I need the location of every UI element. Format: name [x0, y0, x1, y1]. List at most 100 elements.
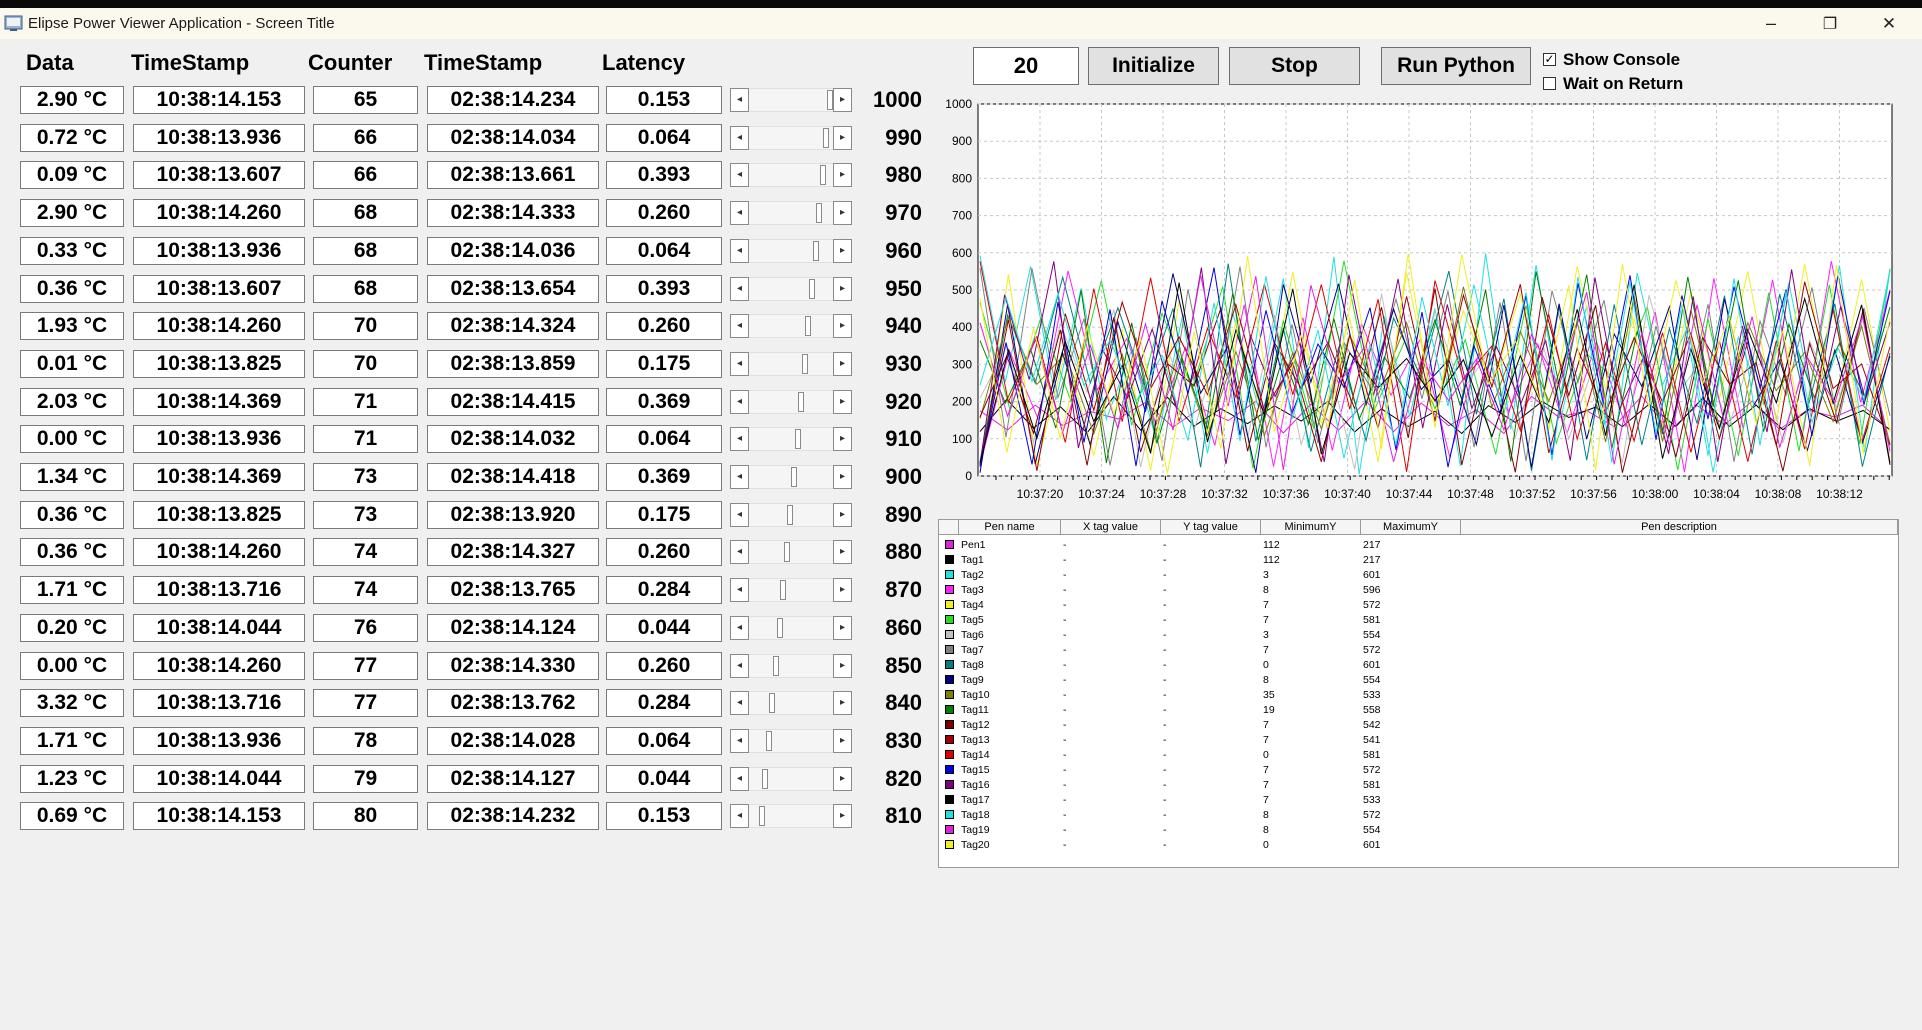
timestamp-cell[interactable]: 02:38:14.036 — [427, 236, 599, 265]
timestamp-cell[interactable]: 02:38:14.127 — [427, 764, 599, 793]
counter-cell[interactable]: 74 — [313, 576, 418, 605]
value-scrollbar[interactable]: ◂ ▸ — [730, 691, 852, 716]
timestamp-cell[interactable]: 10:38:13.936 — [133, 425, 305, 454]
timestamp-cell[interactable]: 02:38:13.920 — [427, 500, 599, 529]
data-cell[interactable]: 0.72 °C — [20, 123, 124, 152]
timestamp-cell[interactable]: 02:38:14.418 — [427, 463, 599, 491]
scroll-track[interactable] — [749, 389, 833, 414]
scroll-track[interactable] — [749, 125, 833, 150]
scroll-thumb[interactable] — [766, 730, 772, 751]
data-cell[interactable]: 1.71 °C — [20, 576, 124, 605]
counter-cell[interactable]: 80 — [313, 802, 418, 831]
data-cell[interactable]: 2.90 °C — [20, 86, 124, 114]
timestamp-cell[interactable]: 10:38:13.716 — [133, 689, 305, 718]
scroll-thumb[interactable] — [777, 617, 783, 638]
scroll-left-icon[interactable]: ◂ — [730, 728, 749, 753]
restore-icon[interactable]: ❐ — [1822, 15, 1838, 33]
counter-cell[interactable]: 73 — [313, 500, 418, 529]
counter-cell[interactable]: 73 — [313, 463, 418, 491]
legend-column-header[interactable]: Y tag value — [1161, 520, 1261, 535]
timestamp-cell[interactable]: 10:38:14.044 — [133, 764, 305, 793]
latency-cell[interactable]: 0.369 — [606, 463, 722, 491]
scroll-right-icon[interactable]: ▸ — [833, 163, 852, 188]
value-scrollbar[interactable]: ◂ ▸ — [730, 163, 852, 188]
counter-cell[interactable]: 70 — [313, 312, 418, 341]
scroll-right-icon[interactable]: ▸ — [833, 125, 852, 150]
scroll-left-icon[interactable]: ◂ — [730, 691, 749, 716]
scroll-right-icon[interactable]: ▸ — [833, 766, 852, 791]
scroll-left-icon[interactable]: ◂ — [730, 88, 749, 112]
scroll-right-icon[interactable]: ▸ — [833, 728, 852, 753]
timestamp-cell[interactable]: 10:38:13.936 — [133, 123, 305, 152]
scroll-left-icon[interactable]: ◂ — [730, 465, 749, 489]
legend-row[interactable]: Tag16 - - 7 581 — [939, 778, 1898, 793]
data-cell[interactable]: 0.20 °C — [20, 613, 124, 642]
scroll-right-icon[interactable]: ▸ — [833, 88, 852, 112]
scroll-right-icon[interactable]: ▸ — [833, 201, 852, 226]
legend-column-header[interactable]: Pen name — [959, 520, 1061, 535]
legend-row[interactable]: Tag20 - - 0 601 — [939, 838, 1898, 853]
data-cell[interactable]: 0.36 °C — [20, 274, 124, 303]
data-cell[interactable]: 1.34 °C — [20, 463, 124, 491]
wait-on-return-checkbox[interactable] — [1543, 77, 1556, 90]
data-cell[interactable]: 0.69 °C — [20, 802, 124, 831]
legend-column-header[interactable]: MaximumY — [1361, 520, 1461, 535]
latency-cell[interactable]: 0.064 — [606, 726, 722, 755]
scroll-left-icon[interactable]: ◂ — [730, 125, 749, 150]
latency-cell[interactable]: 0.284 — [606, 576, 722, 605]
legend-row[interactable]: Tag9 - - 8 554 — [939, 673, 1898, 688]
timestamp-cell[interactable]: 10:38:14.260 — [133, 199, 305, 228]
legend-column-header[interactable]: MinimumY — [1261, 520, 1361, 535]
initialize-button[interactable]: Initialize — [1088, 47, 1219, 85]
scroll-thumb[interactable] — [813, 240, 819, 261]
scroll-right-icon[interactable]: ▸ — [833, 351, 852, 376]
scroll-right-icon[interactable]: ▸ — [833, 238, 852, 263]
show-console-checkbox[interactable]: ✓ — [1543, 52, 1556, 66]
latency-cell[interactable]: 0.175 — [606, 349, 722, 378]
scroll-left-icon[interactable]: ◂ — [730, 766, 749, 791]
counter-cell[interactable]: 76 — [313, 613, 418, 642]
scroll-thumb[interactable] — [820, 165, 826, 186]
legend-row[interactable]: Tag6 - - 3 554 — [939, 628, 1898, 643]
timestamp-cell[interactable]: 10:38:14.369 — [133, 387, 305, 416]
timestamp-cell[interactable]: 10:38:14.153 — [133, 802, 305, 831]
pen-legend-table[interactable]: Pen name X tag value Y tag value MinimumY Ma… — [938, 519, 1899, 868]
timestamp-cell[interactable]: 02:38:14.415 — [427, 387, 599, 416]
timestamp-cell[interactable]: 02:38:14.330 — [427, 651, 599, 680]
close-icon[interactable]: ✕ — [1881, 13, 1897, 33]
scroll-track[interactable] — [749, 427, 833, 452]
latency-cell[interactable]: 0.175 — [606, 500, 722, 529]
scroll-thumb[interactable] — [827, 90, 833, 110]
value-scrollbar[interactable]: ◂ ▸ — [730, 125, 852, 150]
scroll-thumb[interactable] — [759, 806, 765, 827]
legend-row[interactable]: Tag12 - - 7 542 — [939, 718, 1898, 733]
timestamp-cell[interactable]: 02:38:13.765 — [427, 576, 599, 605]
timestamp-cell[interactable]: 02:38:14.232 — [427, 802, 599, 831]
scroll-thumb[interactable] — [805, 316, 811, 337]
scroll-right-icon[interactable]: ▸ — [833, 578, 852, 603]
timestamp-cell[interactable]: 02:38:14.324 — [427, 312, 599, 341]
latency-cell[interactable]: 0.153 — [606, 86, 722, 114]
scroll-thumb[interactable] — [798, 391, 804, 412]
run-python-button[interactable]: Run Python — [1381, 47, 1531, 85]
latency-cell[interactable]: 0.260 — [606, 538, 722, 567]
scroll-track[interactable] — [749, 201, 833, 226]
scroll-thumb[interactable] — [787, 504, 793, 525]
scroll-thumb[interactable] — [762, 768, 768, 789]
scroll-track[interactable] — [749, 276, 833, 301]
scroll-track[interactable] — [749, 691, 833, 716]
scroll-track[interactable] — [749, 615, 833, 640]
legend-row[interactable]: Tag15 - - 7 572 — [939, 763, 1898, 778]
legend-row[interactable]: Tag13 - - 7 541 — [939, 733, 1898, 748]
latency-cell[interactable]: 0.260 — [606, 651, 722, 680]
value-scrollbar[interactable]: ◂ ▸ — [730, 578, 852, 603]
scroll-left-icon[interactable]: ◂ — [730, 314, 749, 339]
scroll-track[interactable] — [749, 653, 833, 678]
value-scrollbar[interactable]: ◂ ▸ — [730, 728, 852, 753]
timestamp-cell[interactable]: 02:38:14.124 — [427, 613, 599, 642]
legend-row[interactable]: Tag19 - - 8 554 — [939, 823, 1898, 838]
timestamp-cell[interactable]: 10:38:13.936 — [133, 236, 305, 265]
legend-row[interactable]: Tag11 - - 19 558 — [939, 703, 1898, 718]
counter-cell[interactable]: 79 — [313, 764, 418, 793]
legend-row[interactable]: Tag17 - - 7 533 — [939, 793, 1898, 808]
